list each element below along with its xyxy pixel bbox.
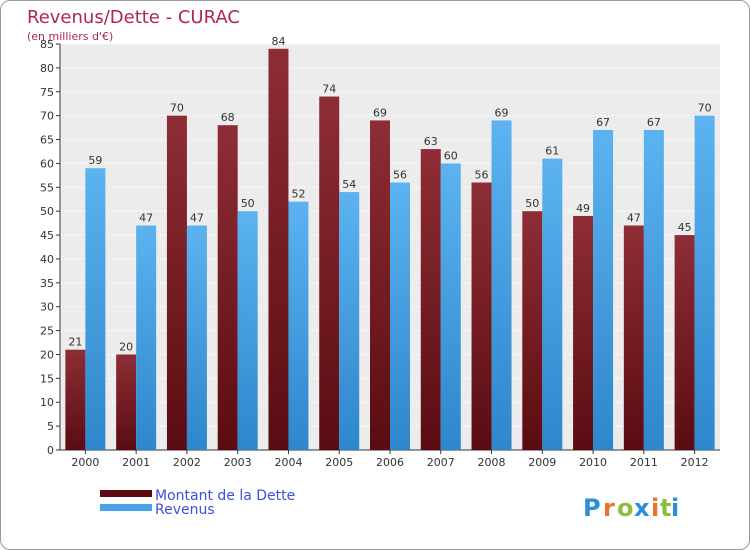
bar-dette <box>370 120 390 451</box>
bar-label-revenus: 50 <box>241 197 255 210</box>
bar-label-dette: 45 <box>678 221 692 234</box>
bar-dette <box>623 225 644 450</box>
bar-revenus <box>390 182 410 451</box>
logo-letter: t <box>660 494 671 522</box>
bar-revenus <box>542 158 563 450</box>
bar-label-dette: 20 <box>119 340 133 353</box>
bar-label-revenus: 56 <box>393 169 407 182</box>
y-tick-label: 65 <box>40 134 54 147</box>
x-tick-label: 2001 <box>122 456 150 469</box>
y-tick-label: 35 <box>40 277 54 290</box>
y-tick-label: 75 <box>40 86 54 99</box>
bar-revenus <box>136 225 157 450</box>
x-tick-label: 2006 <box>376 456 404 469</box>
x-tick-label: 2011 <box>630 456 658 469</box>
bar-label-dette: 56 <box>475 169 489 182</box>
y-tick-label: 5 <box>47 420 54 433</box>
logo-letter: o <box>617 494 634 522</box>
bar-dette <box>268 48 289 451</box>
bar-dette <box>420 149 441 451</box>
bar-label-revenus: 61 <box>545 145 559 158</box>
bar-revenus <box>85 168 106 450</box>
y-tick-label: 85 <box>40 38 54 51</box>
bar-dette <box>65 349 86 450</box>
x-tick-label: 2004 <box>274 456 302 469</box>
x-tick-label: 2009 <box>528 456 556 469</box>
bar-label-dette: 47 <box>627 212 641 225</box>
bar-revenus <box>288 201 309 450</box>
bar-label-revenus: 69 <box>495 106 509 119</box>
x-tick-label: 2008 <box>478 456 506 469</box>
y-tick-label: 0 <box>47 444 54 457</box>
bar-revenus <box>237 211 258 450</box>
y-tick-label: 25 <box>40 325 54 338</box>
legend-swatch-revenus <box>100 504 152 511</box>
x-tick-label: 2002 <box>173 456 201 469</box>
chart-subtitle: (en milliers d'€) <box>27 30 113 43</box>
logo-letter: i <box>671 494 679 522</box>
y-tick-label: 30 <box>40 301 54 314</box>
bar-dette <box>116 354 137 450</box>
y-tick-label: 50 <box>40 205 54 218</box>
bar-dette <box>522 211 543 450</box>
bar-dette <box>573 215 594 450</box>
x-tick-label: 2010 <box>579 456 607 469</box>
bar-revenus <box>491 120 512 451</box>
bar-label-dette: 69 <box>373 106 387 119</box>
bar-label-dette: 21 <box>68 336 82 349</box>
y-tick-label: 20 <box>40 348 54 361</box>
bar-label-dette: 49 <box>576 202 590 215</box>
chart-title: Revenus/Dette - CURAC <box>27 7 240 28</box>
bar-label-revenus: 67 <box>647 116 661 129</box>
bar-label-revenus: 60 <box>444 149 458 162</box>
y-tick-label: 80 <box>40 62 54 75</box>
y-tick-label: 45 <box>40 229 54 242</box>
bar-dette <box>319 96 340 451</box>
bar-dette <box>166 115 187 450</box>
legend-label-revenus: Revenus <box>155 502 215 518</box>
bar-dette <box>674 235 695 450</box>
bar-label-revenus: 59 <box>88 154 102 167</box>
logo-letter: i <box>651 494 659 522</box>
bar-revenus <box>593 129 614 450</box>
bar-label-dette: 70 <box>170 102 184 115</box>
x-tick-label: 2007 <box>427 456 455 469</box>
logo-letter: r <box>603 494 615 522</box>
bar-label-revenus: 47 <box>139 212 153 225</box>
bar-label-dette: 63 <box>424 135 438 148</box>
bar-label-revenus: 54 <box>342 178 356 191</box>
logo-letter: x <box>634 494 650 522</box>
bar-revenus <box>186 225 207 450</box>
y-tick-label: 55 <box>40 181 54 194</box>
x-tick-label: 2005 <box>325 456 353 469</box>
bar-dette <box>217 125 238 450</box>
y-tick-label: 40 <box>40 253 54 266</box>
bar-label-dette: 68 <box>221 111 235 124</box>
bar-label-dette: 50 <box>525 197 539 210</box>
bar-dette <box>471 182 492 451</box>
legend-swatch-dette <box>100 490 152 497</box>
bar-revenus <box>339 192 360 450</box>
x-tick-label: 2000 <box>71 456 99 469</box>
logo-letter: P <box>583 494 601 522</box>
y-tick-label: 60 <box>40 157 54 170</box>
bar-label-revenus: 52 <box>291 188 305 201</box>
bar-label-revenus: 67 <box>596 116 610 129</box>
legend-label-dette: Montant de la Dette <box>155 488 295 504</box>
bar-revenus <box>694 115 715 450</box>
bar-label-revenus: 47 <box>190 212 204 225</box>
bar-revenus <box>440 163 461 451</box>
bar-label-dette: 74 <box>322 83 336 96</box>
y-tick-label: 70 <box>40 110 54 123</box>
x-tick-label: 2003 <box>224 456 252 469</box>
bar-revenus <box>643 129 664 450</box>
bar-label-dette: 84 <box>271 35 285 48</box>
y-tick-label: 10 <box>40 396 54 409</box>
y-tick-label: 15 <box>40 372 54 385</box>
bar-label-revenus: 70 <box>698 102 712 115</box>
x-tick-label: 2012 <box>681 456 709 469</box>
